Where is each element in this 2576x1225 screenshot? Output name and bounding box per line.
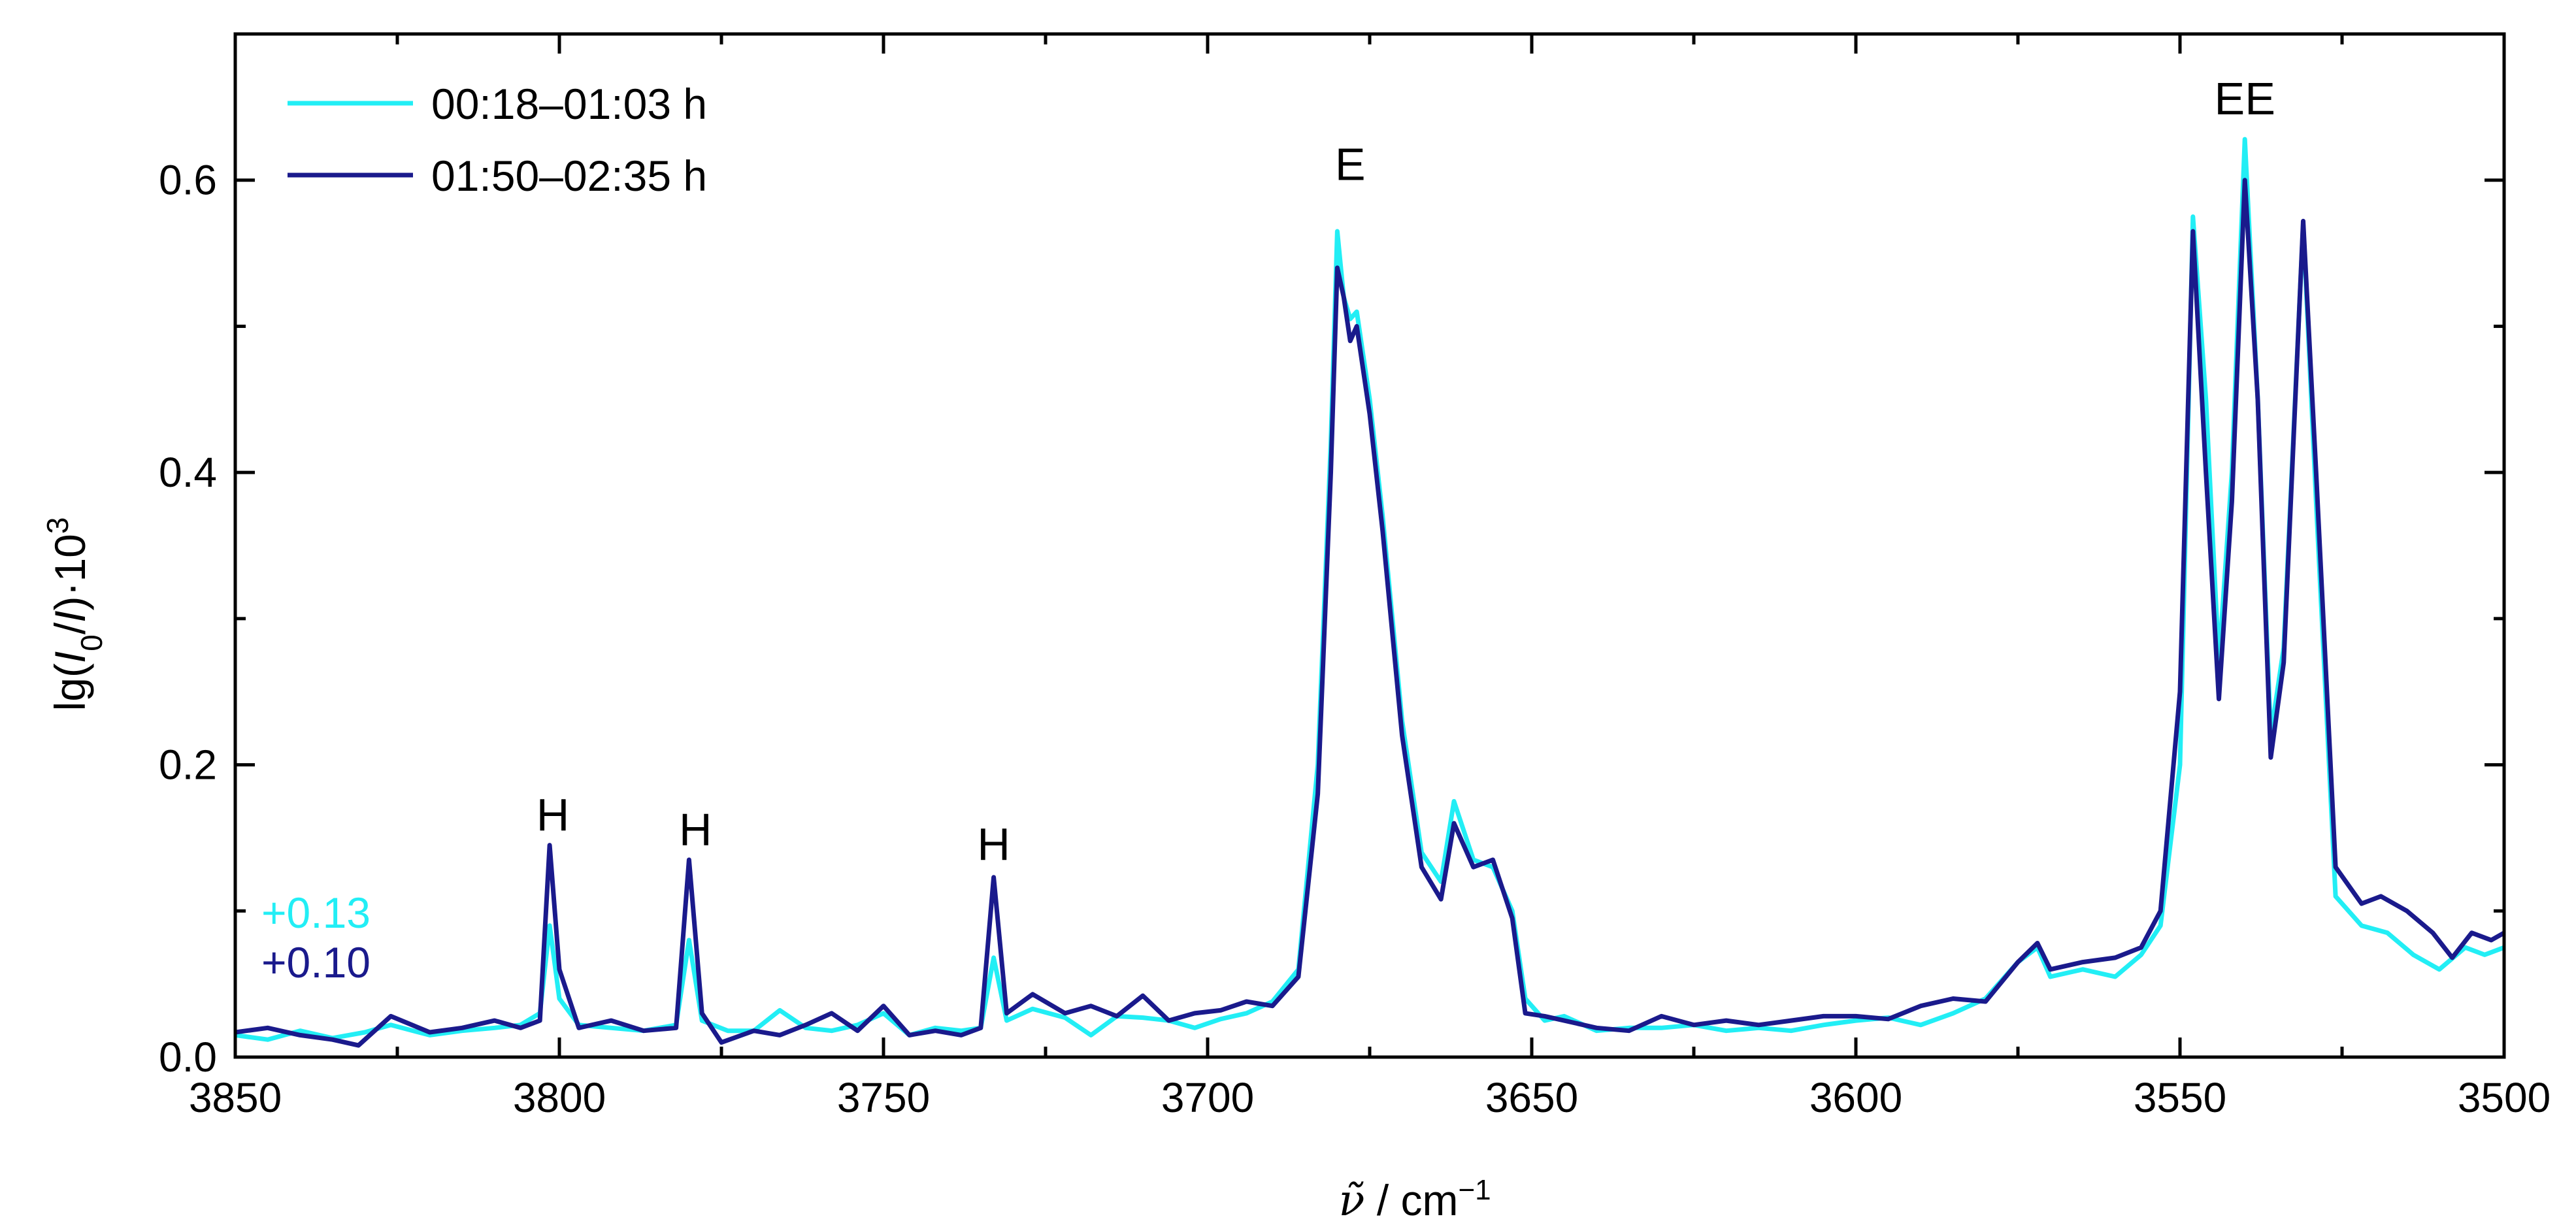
peak-label-e: E [1335,139,1366,190]
y-tick-label: 0.6 [159,157,217,204]
offset-label-1: +0.13 [261,889,371,937]
peak-label-h: H [977,819,1010,870]
x-tick-label: 3750 [837,1074,930,1121]
offset-label-2: +0.10 [261,938,371,987]
x-axis-unit: / cm [1377,1176,1459,1224]
x-axis-symbol: ν̃ [1338,1175,1364,1225]
peak-label-ee: EE [2215,73,2275,124]
plot-area [235,137,2504,1048]
y-tick-label: 0.4 [159,449,217,496]
y-tick-label: 0.2 [159,742,217,789]
y-tick-label: 0.0 [159,1034,217,1081]
legend-entry-1: 00:18–01:03 h [431,80,707,128]
x-tick-label: 3500 [2458,1074,2551,1121]
peak-label-h: H [679,804,712,855]
x-tick-label: 3850 [189,1074,282,1121]
x-tick-label: 3600 [1809,1074,1902,1121]
series-line-2 [235,178,2504,1048]
y-axis-title: lg(I0/I)·103 [41,517,108,711]
axes [233,32,2506,1059]
series-line-1 [235,137,2504,1042]
legend-entry-2: 01:50–02:35 h [431,152,707,200]
x-axis-title: ν̃ / cm−1 [1338,1174,1491,1225]
x-axis-exponent: −1 [1458,1174,1491,1206]
x-tick-label: 3550 [2134,1074,2226,1121]
x-tick-label: 3800 [513,1074,606,1121]
peak-label-h: H [537,789,570,840]
legend: 00:18–01:03 h 01:50–02:35 h [288,80,707,200]
x-tick-label: 3650 [1485,1074,1578,1121]
tick-labels: 3850 3800 3750 3700 3650 3600 3550 3500 0.0 0.2 0.… [159,157,2551,1121]
x-tick-label: 3700 [1161,1074,1254,1121]
